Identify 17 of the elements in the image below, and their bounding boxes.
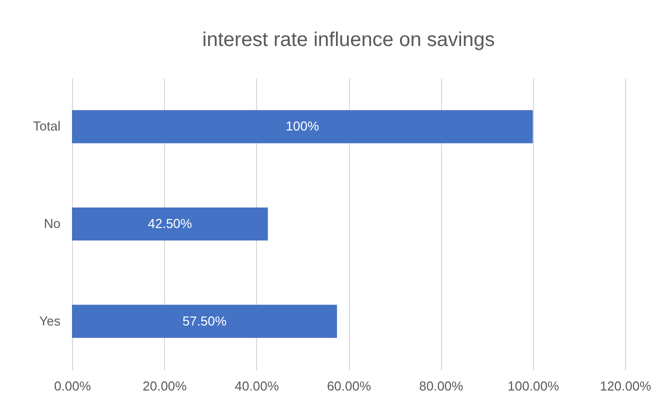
y-tick-label: Yes (39, 313, 61, 328)
bar (72, 207, 268, 241)
x-tick-label: 20.00% (142, 378, 188, 394)
data-label: 100% (286, 118, 320, 134)
x-tick-label: 120.00% (600, 378, 652, 394)
x-tick-label: 80.00% (419, 378, 464, 394)
y-tick-label: No (44, 216, 60, 231)
chart-title: interest rate influence on savings (202, 29, 495, 51)
y-tick-label: Total (33, 118, 61, 134)
data-label: 42.50% (148, 216, 192, 231)
bar (72, 304, 337, 338)
bar (72, 110, 533, 144)
data-label: 57.50% (182, 313, 227, 328)
x-tick-label: 40.00% (234, 378, 280, 394)
x-tick-label: 100.00% (508, 378, 560, 394)
x-tick-label: 0.00% (54, 378, 92, 394)
x-tick-label: 60.00% (326, 378, 372, 394)
